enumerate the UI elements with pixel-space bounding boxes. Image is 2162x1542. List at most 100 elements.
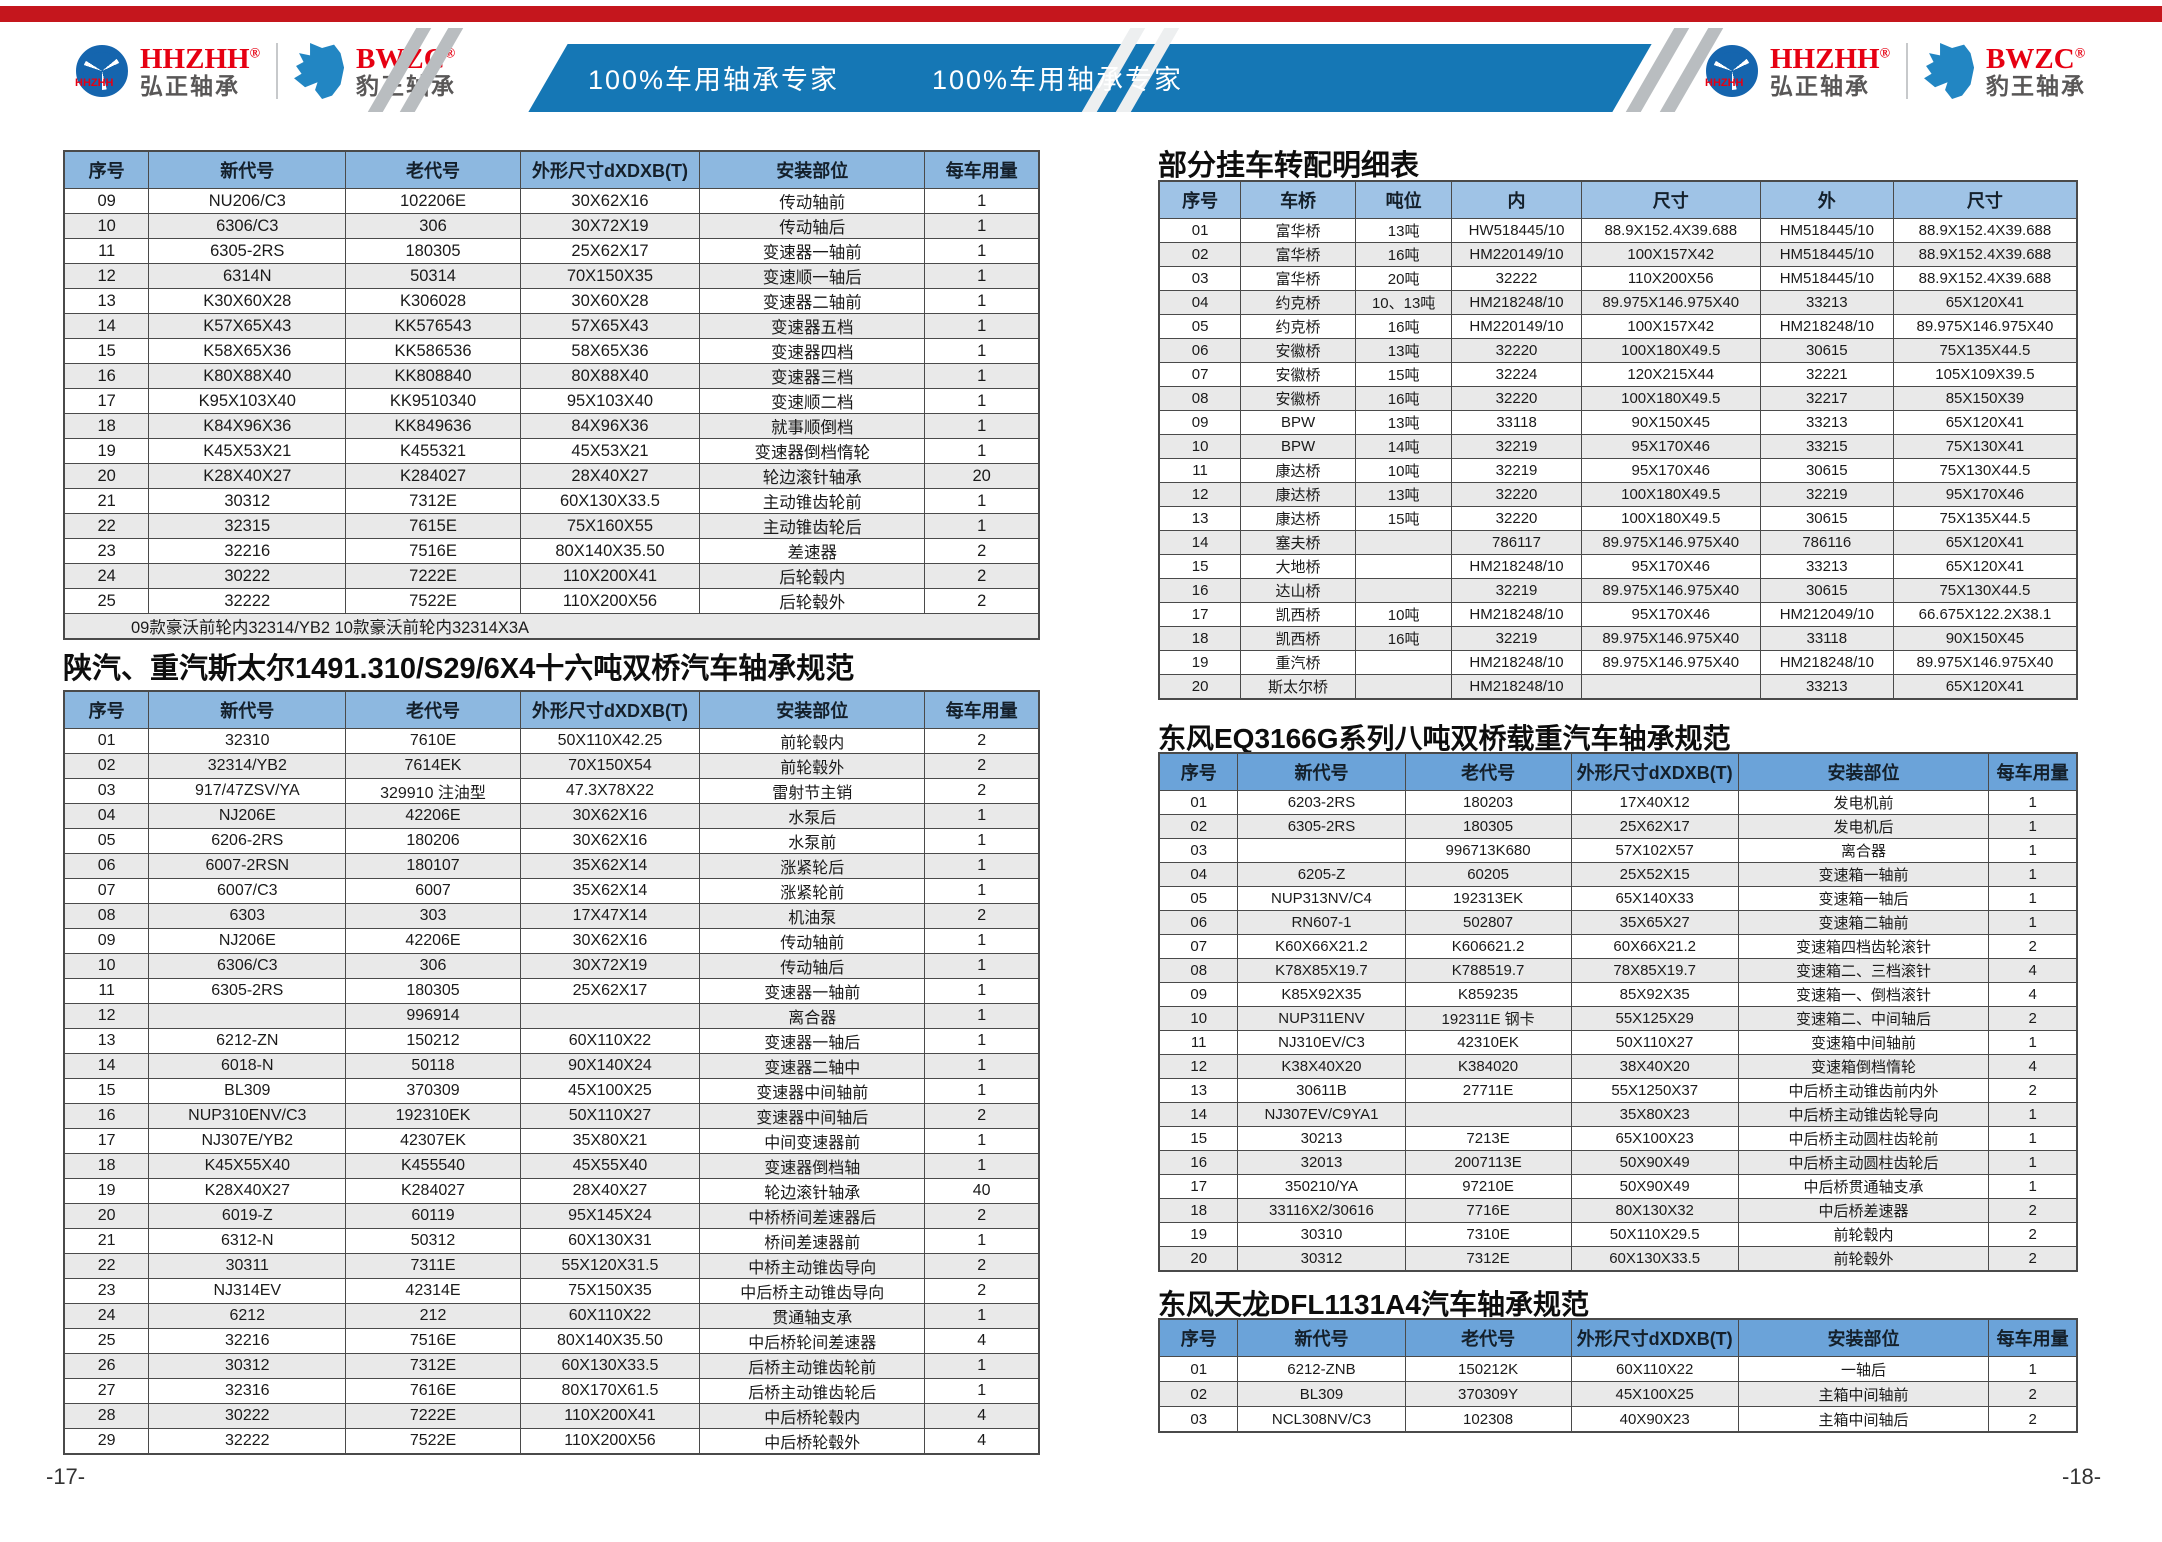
- table-cell: 4: [924, 1328, 1040, 1354]
- table-cell: 32219: [1451, 458, 1582, 483]
- banner-slogan-right: 100%车用轴承专家: [932, 65, 1184, 95]
- table-cell: 08: [1158, 958, 1239, 983]
- table-cell: 11: [63, 978, 150, 1004]
- table-cell: 95X170X46: [1580, 602, 1761, 627]
- table-cell: 40X90X23: [1570, 1406, 1739, 1433]
- bwzc-name-cn: 豹王轴承: [1986, 73, 2087, 100]
- table-row: 18 33116X2/30616 7716E 80X130X32 中后桥差速器 2: [1158, 1198, 2078, 1223]
- table-cell: 329910 注油型: [345, 778, 521, 804]
- column-header: 安装部位: [699, 690, 926, 729]
- table-cell: 16吨: [1354, 314, 1453, 339]
- table-cell: 6007: [345, 878, 521, 904]
- table-row: 08 6303 303 17X47X14 机油泵 2: [63, 903, 1040, 929]
- table-cell: 25X52X15: [1570, 862, 1739, 887]
- table-cell: K28X40X27: [148, 1178, 347, 1204]
- table-row: 01 32310 7610E 50X110X42.25 前轮毂内 2: [63, 728, 1040, 754]
- table-cell: 凯西桥: [1240, 626, 1356, 651]
- header-row: 序号 新代号 老代号 外形尺寸dXDXB(T) 安装部位 每车用量: [63, 690, 1040, 729]
- eq3166g-spec-table-grid: 序号 新代号 老代号 外形尺寸dXDXB(T) 安装部位 每车用量 01 6203-2RS 18…: [1158, 752, 2078, 1272]
- table-cell: 中后桥主动锥齿前内外: [1737, 1078, 1990, 1103]
- registered-mark-icon: ®: [1879, 46, 1891, 62]
- table-cell: 水泵前: [699, 828, 926, 854]
- table-cell: 6018-N: [148, 1053, 347, 1079]
- table-cell: 19: [63, 438, 150, 464]
- bwzc-panther-logo: [1924, 43, 1975, 99]
- column-header: 吨位: [1354, 180, 1453, 219]
- table-cell: 1: [924, 1353, 1040, 1379]
- table-row: 20 6019-Z 60119 95X145X24 中桥桥间差速器后 2: [63, 1203, 1040, 1229]
- table-cell: 50X110X29.5: [1570, 1222, 1739, 1247]
- table-cell: 32220: [1451, 338, 1582, 363]
- table-cell: 变速器三档: [699, 363, 926, 389]
- table-cell: 1: [924, 1153, 1040, 1179]
- table-cell: 30X72X19: [519, 213, 701, 239]
- table-cell: 08: [1158, 386, 1242, 411]
- table-cell: 涨紧轮前: [699, 878, 926, 904]
- table-cell: 50X110X42.25: [519, 728, 701, 754]
- table-cell: 42310EK: [1404, 1030, 1572, 1055]
- table-cell: 42314E: [345, 1278, 521, 1304]
- table-cell: 50X90X49: [1570, 1174, 1739, 1199]
- hhzhh-name-en: HHZHH: [1770, 42, 1880, 75]
- table-cell: 65X120X41: [1892, 290, 2078, 315]
- column-header: 每车用量: [1988, 752, 2078, 791]
- table-cell: 07: [63, 878, 150, 904]
- table-cell: 30312: [1237, 1246, 1406, 1272]
- table-cell: 后轮毂外: [699, 588, 926, 614]
- table-row: 17 凯西桥 10吨 HM218248/10 95X170X46 HM212049/10 6…: [1158, 602, 2078, 627]
- trailer-axle-table-grid: 序号 车桥 吨位内尺寸外尺寸 01 富华桥 13吨 HW518445/10 88.9X152.…: [1158, 180, 2078, 700]
- table-cell: 12: [63, 263, 150, 289]
- table-cell: 60X66X21.2: [1570, 934, 1739, 959]
- column-header: 老代号: [345, 150, 521, 189]
- hhzhh-name-cn: 弘正轴承: [140, 73, 240, 100]
- table-cell: 45X100X25: [1570, 1381, 1739, 1407]
- table-cell: 15吨: [1354, 362, 1453, 387]
- table-row: 11 NJ310EV/C3 42310EK 50X110X27 变速箱中间轴前 1: [1158, 1030, 2078, 1055]
- table-cell: 22: [63, 513, 150, 539]
- table-cell: 富华桥: [1240, 218, 1356, 243]
- table-row: 24 30222 7222E 110X200X41 后轮毂内 2: [63, 563, 1040, 589]
- table-cell: 前轮毂内: [699, 728, 926, 754]
- table-cell: K284027: [345, 463, 521, 489]
- table-cell: 6212: [148, 1303, 347, 1329]
- table-row: 15 大地桥 HM218248/10 95X170X46 33213 65X120X41: [1158, 554, 2078, 579]
- column-header: 新代号: [1237, 752, 1406, 791]
- table-cell: 传动轴后: [699, 953, 926, 979]
- table-row: 14 6018-N 50118 90X140X24 变速器二轴中 1: [63, 1053, 1040, 1079]
- table-cell: 02: [1158, 814, 1239, 839]
- table-cell: 7516E: [345, 538, 521, 564]
- table-cell: 32220: [1451, 482, 1582, 507]
- table-row: 17 K95X103X40 KK9510340 95X103X40 变速顺二档 1: [63, 388, 1040, 414]
- column-header: 外形尺寸dXDXB(T): [1570, 752, 1739, 791]
- table-row: 07 安徽桥 15吨 32224 120X215X44 32221 105X109X39.5: [1158, 362, 2078, 387]
- table-row: 19 30310 7310E 50X110X29.5 前轮毂内 2: [1158, 1222, 2078, 1247]
- table-cell: 变速顺二档: [699, 388, 926, 414]
- table-cell: 30311: [148, 1253, 347, 1279]
- tianlong-spec-table: 序号 新代号 老代号 外形尺寸dXDXB(T) 安装部位 每车用量 01 6212-ZNB 15…: [1158, 1318, 2078, 1433]
- table-cell: 10吨: [1354, 458, 1453, 483]
- table-cell: [1354, 554, 1453, 579]
- table-cell: NJ310EV/C3: [1237, 1030, 1406, 1055]
- table-cell: 6314N: [148, 263, 347, 289]
- table-cell: 30X72X19: [519, 953, 701, 979]
- column-header: 内: [1451, 180, 1582, 219]
- table-cell: K28X40X27: [148, 463, 347, 489]
- table-cell: 1: [924, 1303, 1040, 1329]
- table-cell: 180305: [345, 978, 521, 1004]
- table-row: 05 NUP313NV/C4 192313EK 65X140X33 变速箱一轴后 1: [1158, 886, 2078, 911]
- table-cell: K30X60X28: [148, 288, 347, 314]
- tianlong-spec-table-grid: 序号 新代号 老代号 外形尺寸dXDXB(T) 安装部位 每车用量 01 6212-ZNB 15…: [1158, 1318, 2078, 1433]
- table-row: 07 6007/C3 6007 35X62X14 涨紧轮前 1: [63, 878, 1040, 904]
- table-cell: 85X92X35: [1570, 982, 1739, 1007]
- table-cell: 10: [63, 213, 150, 239]
- table-cell: 15: [1158, 554, 1242, 579]
- table-row: 20 30312 7312E 60X130X33.5 前轮毂外 2: [1158, 1246, 2078, 1272]
- table-cell: K95X103X40: [148, 388, 347, 414]
- table-row: 01 富华桥 13吨 HW518445/10 88.9X152.4X39.688 HM51…: [1158, 218, 2078, 243]
- table-cell: 变速器中间轴后: [699, 1103, 926, 1129]
- table-cell: 7616E: [345, 1378, 521, 1404]
- table-row: 24 6212 212 60X110X22 贯通轴支承 1: [63, 1303, 1040, 1329]
- table-cell: 100X180X49.5: [1580, 386, 1761, 411]
- table-cell: 80X140X35.50: [519, 538, 701, 564]
- table-cell: 02: [1158, 242, 1242, 267]
